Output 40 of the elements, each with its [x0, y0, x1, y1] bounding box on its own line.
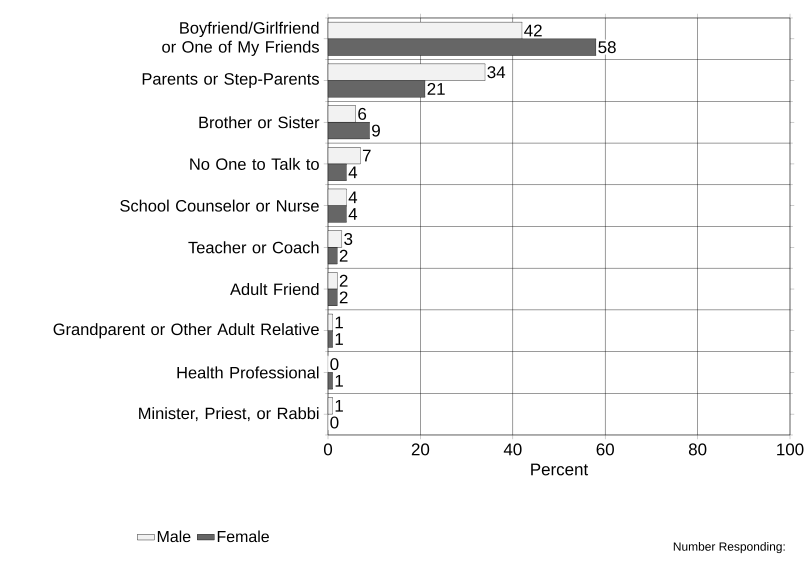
y-tick-label: Minister, Priest, or Rabbi — [139, 407, 318, 422]
data-label: 34 — [487, 66, 506, 78]
y-tick-label: Parents or Step-Parents — [142, 73, 319, 88]
y-tick-label: Teacher or Coach — [188, 241, 318, 254]
x-tick-label: 80 — [688, 443, 706, 456]
data-label: 0 — [330, 358, 338, 370]
y-tick-label: No One to Talk to — [190, 158, 319, 170]
data-label: 1 — [336, 400, 343, 412]
y-tick-label: Boyfriend/Girlfriend or One of My Friends — [162, 22, 319, 56]
text: Number Responding: — [674, 542, 785, 554]
legend-label: Female — [218, 530, 269, 542]
legend-label: Male — [158, 530, 190, 542]
x-tick-label: 20 — [412, 443, 430, 456]
data-label: 4 — [348, 208, 358, 220]
data-label: 7 — [362, 150, 371, 162]
y-tick-label: Adult Friend — [230, 283, 318, 296]
data-label: 3 — [344, 233, 352, 245]
x-tick-label: 0 — [324, 443, 332, 456]
data-label: 0 — [330, 416, 338, 428]
y-tick-label: School Counselor or Nurse — [120, 200, 319, 212]
y-tick-label: Health Professional — [177, 366, 318, 378]
x-tick-label: 40 — [504, 443, 522, 456]
x-tick-label: 60 — [596, 443, 614, 456]
data-label: 1 — [336, 374, 343, 387]
data-label: 2 — [340, 274, 348, 287]
data-label: 21 — [428, 82, 445, 95]
data-label: 9 — [372, 124, 380, 137]
y-tick-label: Grandparent or Other Adult Relative — [54, 323, 319, 338]
data-label: 6 — [358, 108, 366, 120]
data-label: 4 — [348, 191, 358, 204]
data-label: 58 — [598, 41, 616, 54]
x-tick-label: 100 — [777, 443, 804, 456]
x-axis-title: Percent — [531, 464, 588, 476]
y-tick-label: Brother or Sister — [199, 116, 320, 128]
data-label: 1 — [336, 316, 343, 328]
data-label: 42 — [524, 24, 542, 36]
data-label: 2 — [340, 291, 348, 304]
data-label: 2 — [340, 250, 348, 262]
data-label: 4 — [348, 166, 358, 178]
data-label: 1 — [336, 333, 343, 345]
